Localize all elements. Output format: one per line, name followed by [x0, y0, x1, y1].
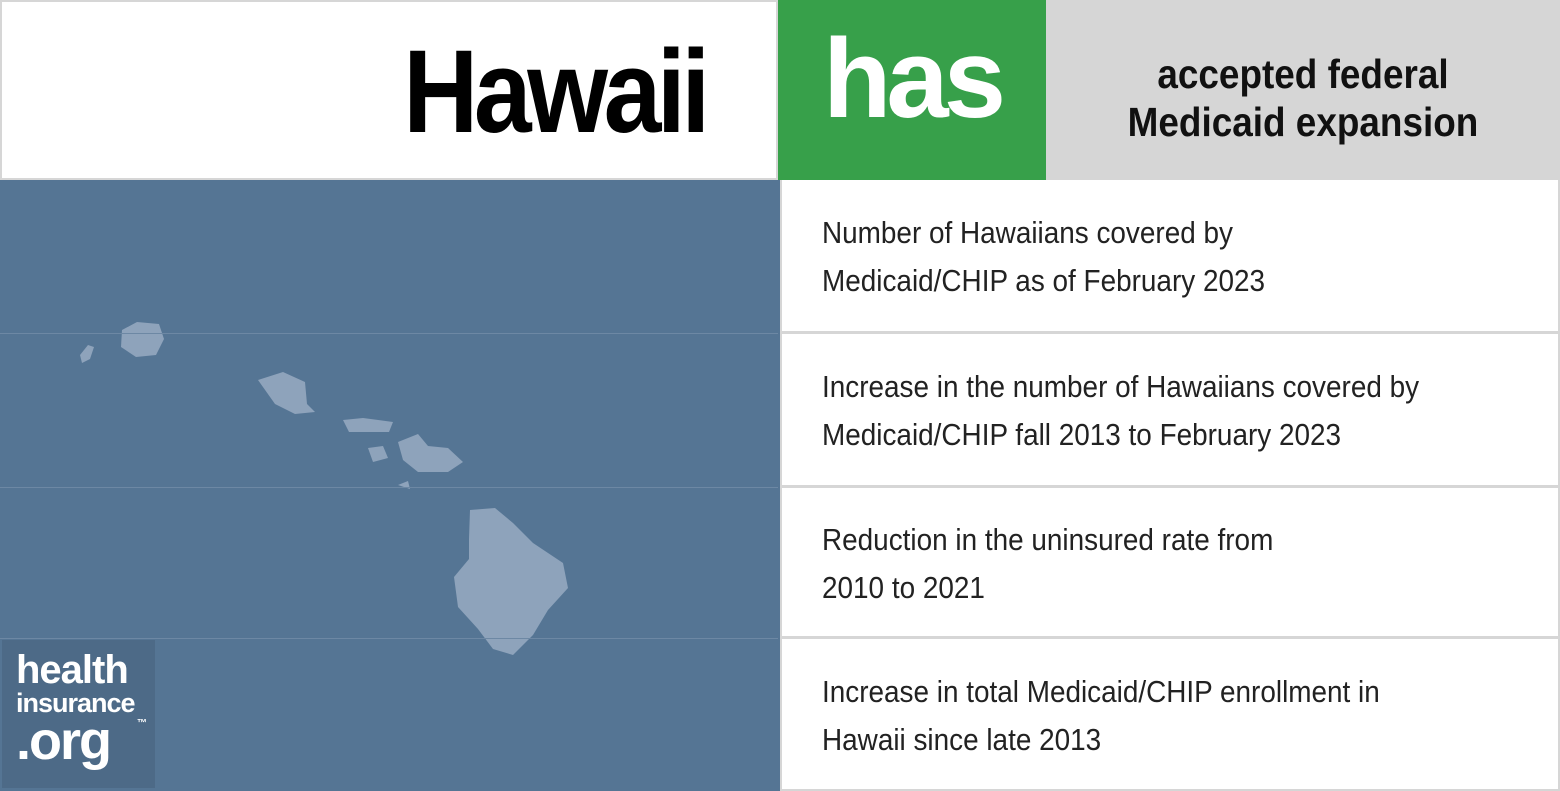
description-line: Increase in the number of Hawaiians cove…: [822, 369, 1420, 404]
status-cell: has: [778, 0, 1046, 180]
description-line: Reduction in the uninsured rate from: [822, 521, 1274, 557]
row-divider: [0, 638, 778, 639]
status-text-line: Medicaid expansion: [1127, 99, 1479, 145]
description-line: 2010 to 2021: [822, 569, 985, 605]
status-text-cell: accepted federal Medicaid expansion: [1046, 0, 1560, 180]
row-divider: [0, 487, 778, 488]
state-name: Hawaii: [403, 26, 710, 158]
logo-line: health: [16, 648, 129, 692]
status-word: has: [823, 16, 1006, 141]
header-state-cell: Hawaii: [0, 0, 778, 180]
description-line: Medicaid/CHIP fall 2013 to February 2023: [822, 417, 1342, 452]
stat-description-cell: Increase in total Medicaid/CHIP enrollme…: [780, 638, 1560, 791]
description-line: Medicaid/CHIP as of February 2023: [822, 262, 1266, 298]
stat-description: Increase in the number of Hawaiians cove…: [822, 363, 1419, 459]
logo: health insurance .org ™: [2, 640, 155, 788]
row-divider: [0, 333, 778, 334]
description-line: Hawaii since late 2013: [822, 721, 1102, 757]
logo-line: .org: [16, 711, 112, 771]
stat-description-cell: Number of Hawaiians covered by Medicaid/C…: [780, 180, 1560, 333]
stat-description: Number of Hawaiians covered by Medicaid/C…: [822, 209, 1265, 305]
stat-description-cell: Reduction in the uninsured rate from 2010…: [780, 487, 1560, 638]
stat-description: Reduction in the uninsured rate from 2010…: [822, 516, 1273, 612]
status-text: accepted federal Medicaid expansion: [1072, 50, 1535, 146]
status-text-line: accepted federal: [1157, 51, 1449, 97]
description-line: Number of Hawaiians covered by: [822, 214, 1233, 250]
stat-description: Increase in total Medicaid/CHIP enrollme…: [822, 668, 1380, 764]
logo-mark: ™: [137, 718, 147, 729]
stat-description-cell: Increase in the number of Hawaiians cove…: [780, 333, 1560, 487]
logo-line: insurance: [16, 688, 136, 718]
description-line: Increase in total Medicaid/CHIP enrollme…: [822, 673, 1380, 709]
